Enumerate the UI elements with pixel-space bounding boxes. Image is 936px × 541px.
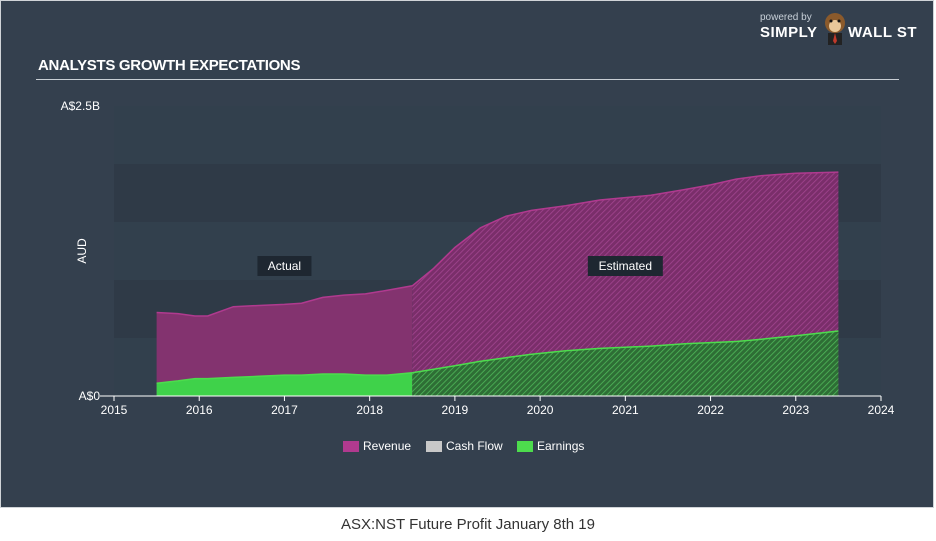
legend-cash-flow-swatch [426, 440, 442, 452]
revenue-line [156, 171, 839, 317]
chart-title: ANALYSTS GROWTH EXPECTATIONS [38, 57, 301, 74]
x-tick-label: 2020 [527, 403, 554, 417]
brand-name-left: SIMPLY [760, 24, 818, 41]
legend-cash-flow[interactable]: Cash Flow [426, 438, 503, 454]
y-tick-label: A$0 [79, 389, 101, 403]
legend-revenue-swatch [343, 440, 359, 452]
badger-mascot-icon [825, 13, 845, 45]
earnings-area-estimated [412, 331, 839, 396]
revenue-area-actual [156, 285, 413, 396]
legend-revenue[interactable]: Revenue [343, 438, 411, 454]
revenue-area-estimated [412, 172, 839, 396]
x-tick-label: 2018 [356, 403, 383, 417]
annotation-estimated: Estimated [599, 259, 652, 273]
chart-caption: ASX:NST Future Profit January 8th 19 [340, 516, 595, 533]
annotation-box [587, 256, 663, 276]
brand-logo: powered by SIMPLY WALL ST [760, 9, 926, 49]
x-tick-label: 2021 [612, 403, 639, 417]
x-tick-label: 2024 [868, 403, 895, 417]
x-tick-label: 2022 [697, 403, 724, 417]
grid-band [114, 106, 881, 164]
x-tick-label: 2023 [782, 403, 809, 417]
legend-earnings-label: Earnings [537, 439, 585, 453]
legend-earnings-swatch [517, 440, 533, 452]
growth-chart: 2015 2016 2017 2018 2019 2020 2021 2022 2023 2024… [61, 99, 895, 417]
annotation-actual: Actual [268, 259, 301, 273]
brand-powered-label: powered by [760, 12, 812, 23]
x-tick-label: 2016 [186, 403, 213, 417]
legend-revenue-label: Revenue [363, 439, 412, 453]
legend-earnings[interactable]: Earnings [517, 438, 584, 454]
x-tick-label: 2015 [101, 403, 128, 417]
annotation-box [257, 256, 312, 276]
brand-name-right: WALL ST [848, 24, 918, 41]
y-axis-label: AUD [75, 238, 89, 264]
x-tick-label: 2017 [271, 403, 298, 417]
legend-cash-flow-label: Cash Flow [446, 439, 503, 453]
y-tick-label: A$2.5B [61, 99, 100, 113]
title-divider [36, 79, 899, 80]
x-tick-label: 2019 [442, 403, 469, 417]
earnings-line [156, 330, 839, 384]
